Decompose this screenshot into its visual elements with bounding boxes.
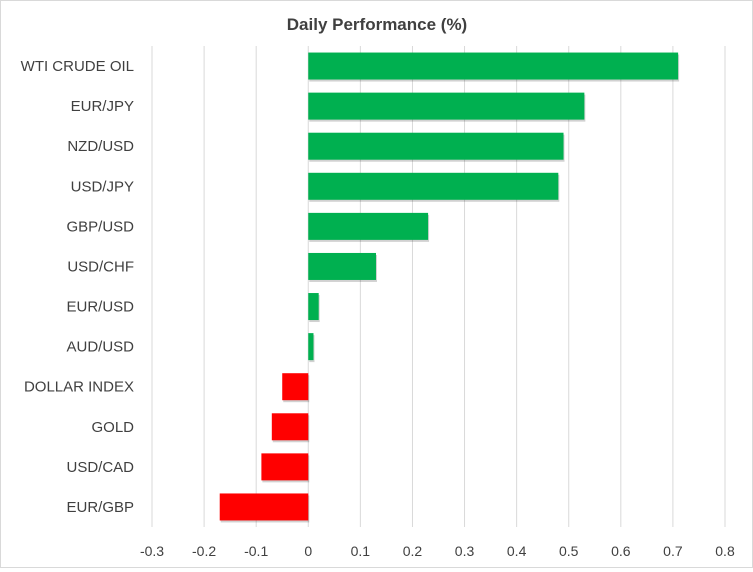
x-tick-label: 0.3 [455,543,475,559]
x-tick-label: 0.1 [351,543,371,559]
bar [308,212,429,240]
category-label: GOLD [91,419,134,436]
x-tick-label: 0.8 [715,543,735,559]
category-label: DOLLAR INDEX [24,379,134,396]
x-tick-label: 0 [304,543,312,559]
category-label: WTI CRUDE OIL [21,58,134,75]
bar [308,132,564,160]
bar [261,453,309,481]
category-label: USD/CAD [66,459,134,476]
bar [308,52,679,80]
category-label: EUR/GBP [66,499,134,516]
bar [271,413,309,441]
category-label: AUD/USD [66,339,134,356]
category-label: USD/CHF [67,258,134,275]
bar [308,92,585,120]
x-tick-label: 0.2 [403,543,423,559]
bar [308,172,559,200]
bar [282,373,309,401]
x-tick-label: 0.6 [611,543,631,559]
x-tick-label: -0.1 [244,543,268,559]
x-tick-label: 0.7 [663,543,683,559]
category-label: NZD/USD [67,138,134,155]
bar [308,333,314,361]
x-tick-label: -0.2 [192,543,216,559]
chart-title: Daily Performance (%) [287,15,467,34]
x-tick-label: 0.4 [507,543,527,559]
bar [308,293,319,321]
category-label: USD/JPY [71,178,134,195]
category-label: EUR/USD [66,299,134,316]
bar [219,493,309,521]
x-tick-label: 0.5 [559,543,579,559]
category-label: GBP/USD [66,218,134,235]
x-tick-label: -0.3 [140,543,164,559]
category-label: EUR/JPY [71,98,134,115]
bar [308,252,376,280]
